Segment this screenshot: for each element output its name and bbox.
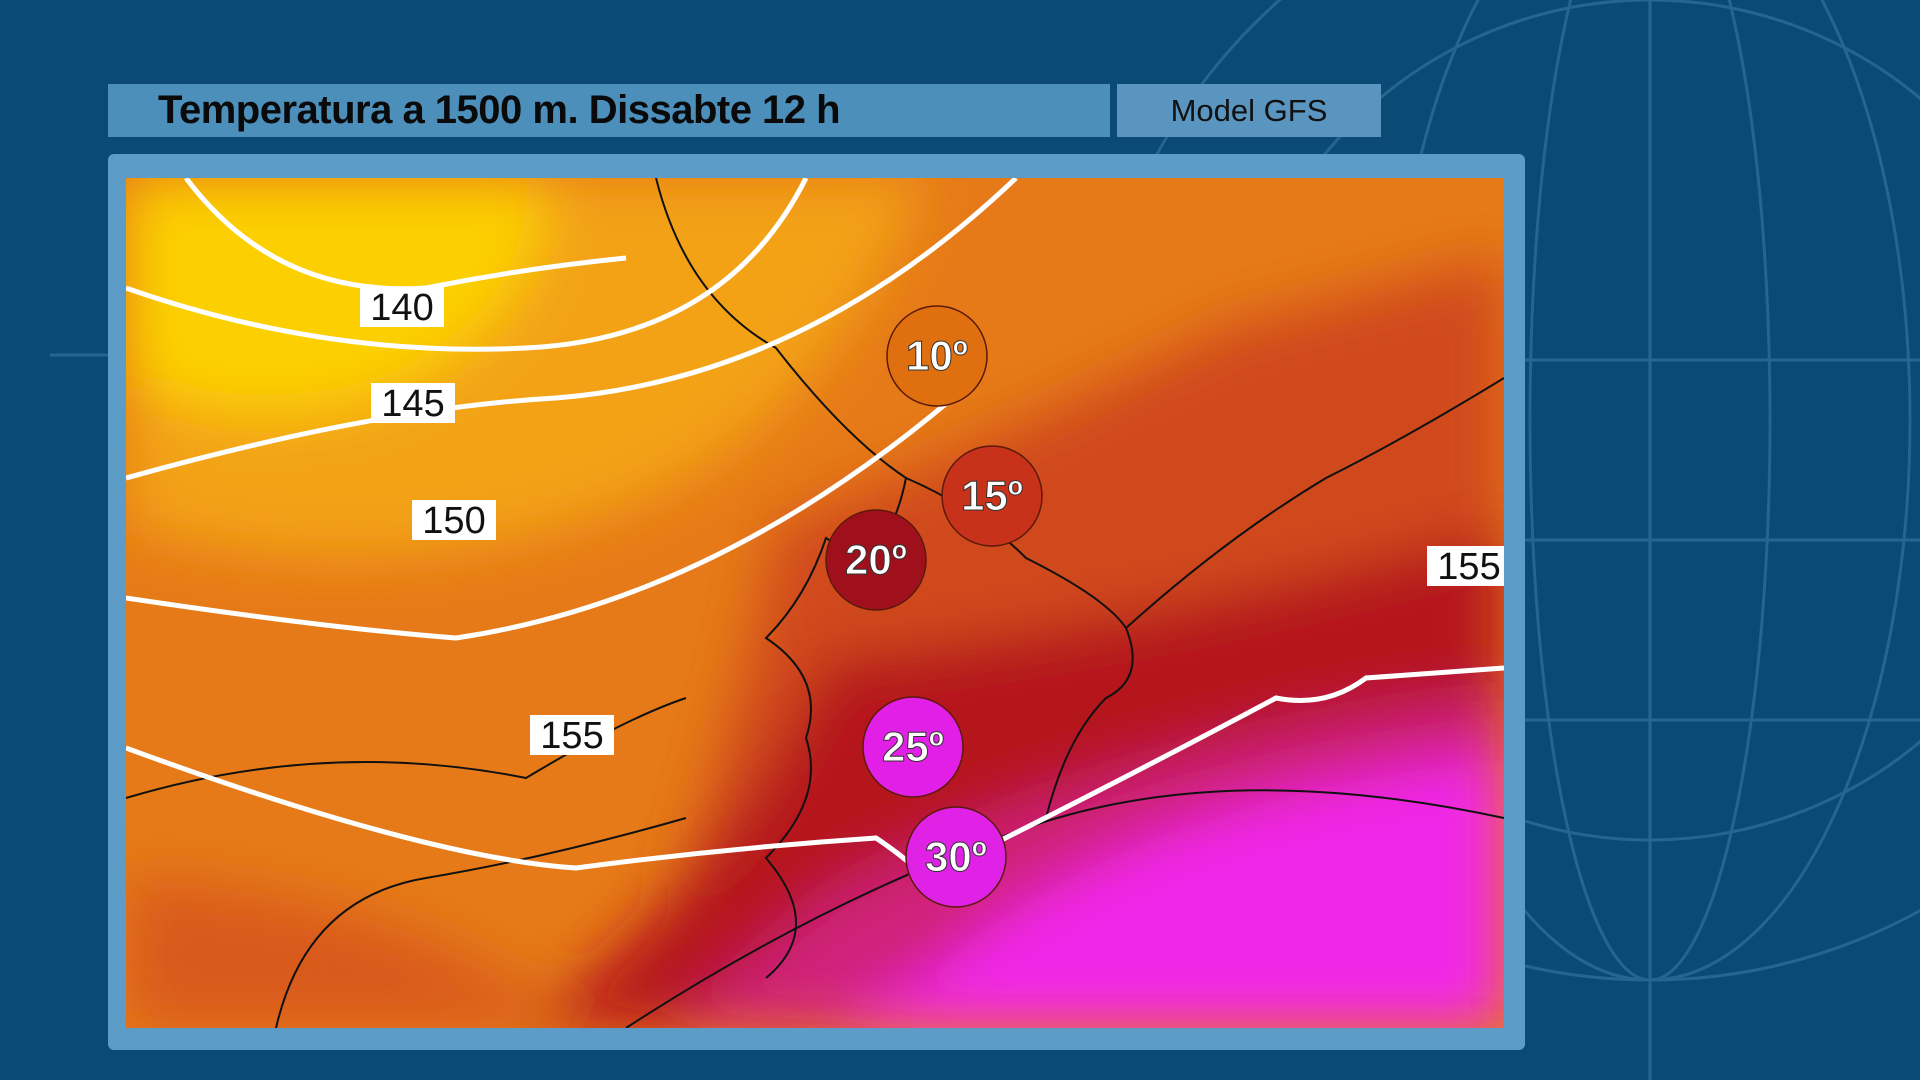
contour-label-box [371, 383, 455, 423]
contour-label-box [360, 287, 444, 327]
temperature-bubble [941, 445, 1043, 547]
temperature-label: 10º [906, 332, 968, 379]
temperature-label: 15º [961, 472, 1023, 519]
title: Temperatura a 1500 m. Dissabte 12 h [158, 88, 841, 132]
temperature-map: 140 145 150 155 155 10º 15º 20º 25º 30º [126, 178, 1504, 1028]
contour-label-box [1427, 546, 1504, 586]
temperature-bubble [825, 509, 927, 611]
contour-label-box [412, 500, 496, 540]
model-label: Model GFS [1117, 84, 1381, 137]
temperature-label: 25º [882, 723, 944, 770]
contour-label: 155 [1437, 546, 1500, 588]
temperature-label: 20º [845, 536, 907, 583]
title-bar: Temperatura a 1500 m. Dissabte 12 h [108, 84, 1110, 137]
temperature-label: 30º [925, 833, 987, 880]
contour-label-box [530, 715, 614, 755]
contour-label: 145 [381, 383, 444, 425]
temperature-bubble [862, 696, 964, 798]
temperature-bubble [886, 305, 988, 407]
contour-label: 140 [370, 287, 433, 329]
temperature-bubble [905, 806, 1007, 908]
contour-label: 150 [422, 500, 485, 542]
contour-label: 155 [540, 715, 603, 757]
